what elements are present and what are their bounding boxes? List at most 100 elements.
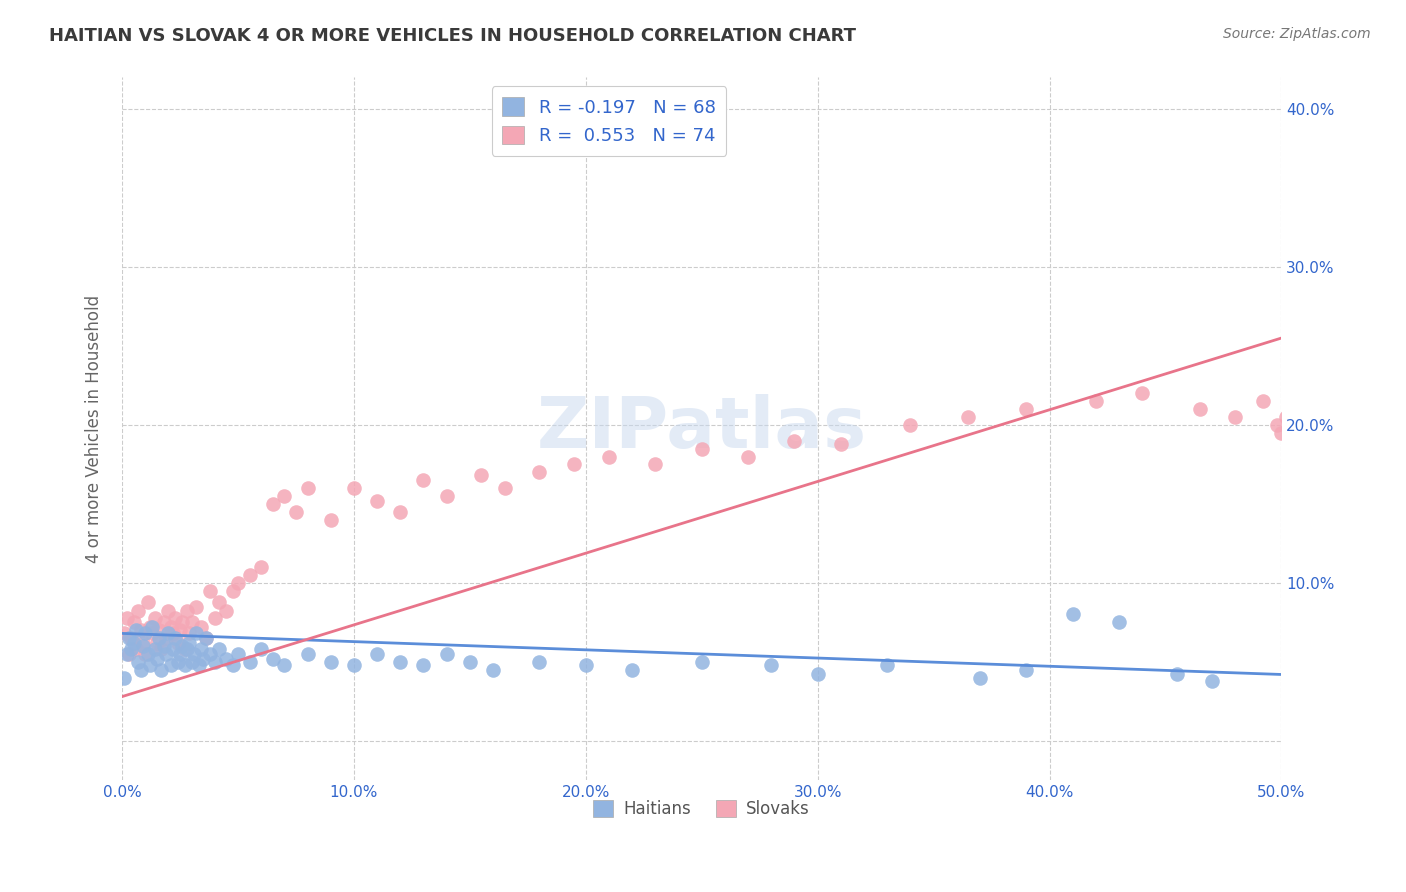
Point bbox=[1265, 417, 1288, 432]
Point bbox=[239, 655, 262, 669]
Point bbox=[132, 636, 155, 650]
Point bbox=[737, 450, 759, 464]
Point bbox=[198, 583, 221, 598]
Point bbox=[876, 658, 898, 673]
Point bbox=[162, 626, 184, 640]
Point bbox=[436, 489, 458, 503]
Point bbox=[120, 631, 142, 645]
Point bbox=[183, 647, 205, 661]
Point bbox=[644, 458, 666, 472]
Point bbox=[118, 631, 141, 645]
Point bbox=[139, 658, 162, 673]
Point bbox=[129, 663, 152, 677]
Point bbox=[1108, 615, 1130, 630]
Point bbox=[1015, 402, 1038, 417]
Point bbox=[222, 583, 245, 598]
Point bbox=[129, 624, 152, 638]
Text: Source: ZipAtlas.com: Source: ZipAtlas.com bbox=[1223, 27, 1371, 41]
Point bbox=[176, 604, 198, 618]
Point bbox=[169, 647, 191, 661]
Point bbox=[193, 651, 215, 665]
Point bbox=[159, 658, 181, 673]
Point bbox=[186, 599, 208, 614]
Point bbox=[194, 631, 217, 645]
Point bbox=[141, 626, 163, 640]
Point bbox=[436, 647, 458, 661]
Point bbox=[830, 437, 852, 451]
Point bbox=[187, 658, 209, 673]
Point bbox=[134, 647, 156, 661]
Point bbox=[143, 610, 166, 624]
Point bbox=[470, 468, 492, 483]
Point bbox=[690, 442, 713, 456]
Point bbox=[1166, 667, 1188, 681]
Point bbox=[208, 595, 231, 609]
Point bbox=[957, 410, 980, 425]
Point bbox=[169, 624, 191, 638]
Point bbox=[297, 481, 319, 495]
Point bbox=[319, 655, 342, 669]
Point bbox=[690, 655, 713, 669]
Text: HAITIAN VS SLOVAK 4 OR MORE VEHICLES IN HOUSEHOLD CORRELATION CHART: HAITIAN VS SLOVAK 4 OR MORE VEHICLES IN … bbox=[49, 27, 856, 45]
Point bbox=[132, 639, 155, 653]
Point bbox=[598, 450, 620, 464]
Point bbox=[494, 481, 516, 495]
Point bbox=[482, 663, 505, 677]
Point bbox=[152, 639, 174, 653]
Point bbox=[166, 655, 188, 669]
Point bbox=[157, 626, 180, 640]
Point bbox=[807, 667, 830, 681]
Point bbox=[250, 560, 273, 574]
Point bbox=[562, 458, 585, 472]
Point bbox=[159, 620, 181, 634]
Point bbox=[180, 655, 202, 669]
Point bbox=[115, 647, 138, 661]
Point bbox=[273, 658, 295, 673]
Point bbox=[1251, 394, 1274, 409]
Point bbox=[127, 655, 149, 669]
Point bbox=[122, 615, 145, 630]
Point bbox=[1284, 402, 1306, 417]
Point bbox=[190, 642, 212, 657]
Point bbox=[152, 615, 174, 630]
Point bbox=[262, 497, 284, 511]
Point bbox=[143, 642, 166, 657]
Point bbox=[1223, 410, 1246, 425]
Point bbox=[150, 663, 173, 677]
Point bbox=[165, 610, 187, 624]
Legend: Haitians, Slovaks: Haitians, Slovaks bbox=[586, 793, 817, 825]
Point bbox=[284, 505, 307, 519]
Point bbox=[125, 642, 148, 657]
Point bbox=[366, 647, 388, 661]
Point bbox=[319, 513, 342, 527]
Point bbox=[412, 658, 434, 673]
Point bbox=[186, 626, 208, 640]
Point bbox=[136, 647, 159, 661]
Point bbox=[575, 658, 598, 673]
Point bbox=[172, 639, 194, 653]
Point bbox=[1275, 410, 1298, 425]
Point bbox=[366, 493, 388, 508]
Point bbox=[529, 655, 551, 669]
Point bbox=[343, 658, 366, 673]
Point bbox=[226, 575, 249, 590]
Point bbox=[1189, 402, 1212, 417]
Point bbox=[969, 671, 991, 685]
Point bbox=[343, 481, 366, 495]
Point bbox=[1084, 394, 1107, 409]
Point bbox=[215, 651, 238, 665]
Point bbox=[1130, 386, 1153, 401]
Point bbox=[173, 642, 195, 657]
Y-axis label: 4 or more Vehicles in Household: 4 or more Vehicles in Household bbox=[86, 295, 103, 563]
Point bbox=[783, 434, 806, 448]
Point bbox=[122, 636, 145, 650]
Point bbox=[125, 624, 148, 638]
Point bbox=[215, 604, 238, 618]
Point bbox=[529, 465, 551, 479]
Point bbox=[1062, 607, 1084, 622]
Point bbox=[157, 604, 180, 618]
Point bbox=[139, 620, 162, 634]
Point bbox=[127, 604, 149, 618]
Point bbox=[900, 417, 922, 432]
Point bbox=[150, 642, 173, 657]
